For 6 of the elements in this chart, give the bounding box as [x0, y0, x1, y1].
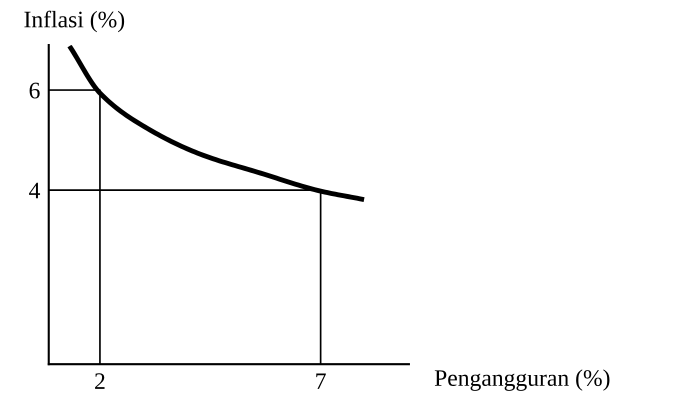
x-axis-title: Pengangguran (%)	[434, 369, 610, 391]
x-tick-label: 7	[316, 373, 326, 389]
x-tick-label: 2	[95, 373, 105, 389]
y-tick-label: 4	[29, 182, 40, 198]
y-axis-title: Inflasi (%)	[24, 10, 124, 32]
y-tick-label: 6	[30, 82, 40, 99]
